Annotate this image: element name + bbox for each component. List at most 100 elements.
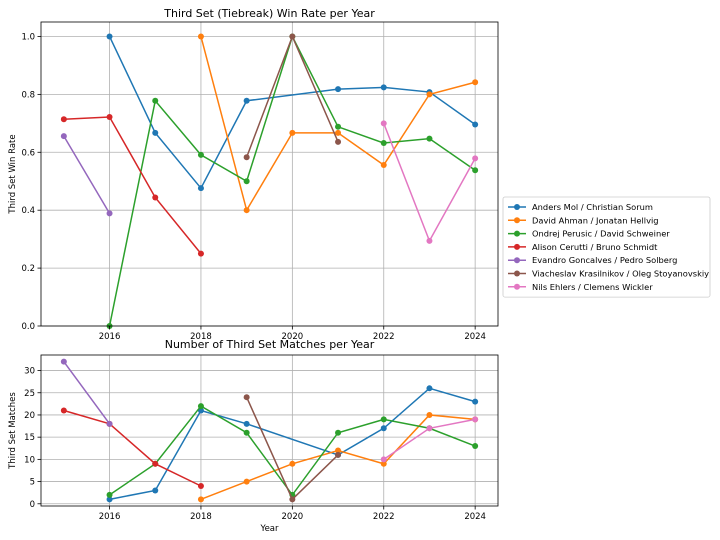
panel1-axes-frame <box>40 21 499 327</box>
panel2-x-tick-label: 2020 <box>282 512 304 522</box>
panel2-data-point <box>380 456 387 463</box>
panel1-data-point <box>380 162 387 169</box>
panel1-series-line <box>200 36 476 213</box>
panel2-y-tick-label: 20 <box>24 411 35 421</box>
panel1-data-point <box>335 123 342 130</box>
panel2-data-point <box>380 460 387 467</box>
panel1-data-point <box>472 121 479 128</box>
panel2-data-point <box>380 425 387 432</box>
panel2-axes-frame <box>40 354 499 507</box>
panel2-series-line <box>63 361 111 425</box>
legend-marker <box>514 230 520 237</box>
legend-item: Ondrej Perusic / David Schweiner <box>532 229 670 239</box>
panel2-series-line <box>109 387 476 501</box>
panel1-y-tick-label: 0.0 <box>21 322 35 332</box>
panel1-data-point <box>426 135 433 142</box>
panel1-data-point <box>243 178 250 185</box>
panel2-data-point <box>426 425 433 432</box>
panel1-data-point <box>289 129 296 136</box>
legend-marker <box>514 217 520 224</box>
panel1-data-point <box>197 250 204 257</box>
panel1-y-tick-label: 0.4 <box>21 206 35 216</box>
panel2-data-point <box>426 411 433 418</box>
panel1-data-point <box>152 194 159 201</box>
panel2-y-tick-label: 15 <box>24 433 35 443</box>
panel2-data-point <box>197 403 204 410</box>
panel2-data-point <box>197 496 204 503</box>
panel2-data-point <box>289 460 296 467</box>
panel1-data-point <box>60 116 67 123</box>
panel1-x-tick-label: 2018 <box>190 332 212 342</box>
panel1-data-point <box>380 84 387 91</box>
panel1-data-point <box>472 79 479 86</box>
panel1-x-tick-label: 2024 <box>464 332 486 342</box>
panel1-data-point <box>197 185 204 192</box>
panel2-x-tick-label: 2018 <box>190 512 212 522</box>
panel2-data-point <box>289 496 296 503</box>
panel2-data-point <box>60 358 67 365</box>
legend-item: Alison Cerutti / Bruno Schmidt <box>532 242 658 252</box>
panel1-data-point <box>380 120 387 127</box>
panel1-data-point <box>243 97 250 104</box>
legend-marker <box>514 257 520 264</box>
panel2-data-point <box>106 491 113 498</box>
legend-marker <box>514 283 520 290</box>
panel2-data-point <box>243 394 250 401</box>
panel1-y-tick-label: 1.0 <box>21 32 35 42</box>
panel1-data-point <box>335 129 342 136</box>
panel1-data-point <box>243 154 250 161</box>
panel1-data-point <box>106 33 113 40</box>
panel2-data-point <box>426 385 433 392</box>
panel1-x-tick-label: 2016 <box>99 332 121 342</box>
panel2-data-point <box>335 429 342 436</box>
panel1-y-tick-label: 0.2 <box>21 264 35 274</box>
panel1-series-line <box>108 36 476 190</box>
panel1-data-point <box>106 210 113 217</box>
legend-item: Viacheslav Krasilnikov / Oleg Stoyanovsk… <box>532 269 709 279</box>
panel1-data-point <box>335 86 342 93</box>
panel2-data-point <box>60 407 67 414</box>
panel2-data-point <box>106 496 113 503</box>
panel2-y-tick-label: 25 <box>24 389 35 399</box>
panel1-y-axis-label: Third Set Win Rate <box>8 134 18 214</box>
panel1-series-line <box>63 135 111 214</box>
panel1-data-point <box>152 97 159 104</box>
panel1-data-point <box>335 138 342 145</box>
legend-item: Evandro Goncalves / Pedro Solberg <box>532 255 677 265</box>
panel2-series-line <box>63 409 202 487</box>
legend-box <box>502 196 711 298</box>
panel2-y-tick-label: 10 <box>24 455 35 465</box>
panel2-data-point <box>243 420 250 427</box>
panel2-x-tick-label: 2016 <box>99 512 121 522</box>
panel2-x-tick-label: 2024 <box>464 512 486 522</box>
panel2-data-point <box>152 487 159 494</box>
panel1-data-point <box>197 33 204 40</box>
panel2-data-point <box>335 447 342 454</box>
legend-marker <box>514 243 520 250</box>
panel1-series-line <box>63 116 202 255</box>
legend-item: David Ahman / Jonatan Hellvig <box>532 215 659 225</box>
legend-item: Anders Mol / Christian Sorum <box>532 202 653 212</box>
panel2-data-point <box>243 429 250 436</box>
panel1-data-point <box>289 33 296 40</box>
panel2-y-tick-label: 5 <box>30 478 35 488</box>
panel1-data-point <box>60 133 67 140</box>
panel1-y-tick-label: 0.6 <box>21 148 35 158</box>
panel1-data-point <box>380 140 387 147</box>
panel2-y-tick-label: 0 <box>30 500 35 510</box>
legend-item: Nils Ehlers / Clemens Wickler <box>532 282 653 292</box>
panel2-data-point <box>106 420 113 427</box>
panel2-x-axis-label: Year <box>260 524 280 534</box>
panel1-data-point <box>106 113 113 120</box>
panel1-y-tick-label: 0.8 <box>21 90 35 100</box>
panel2-y-axis-label: Third Set Matches <box>8 392 18 470</box>
panel1-data-point <box>472 167 479 174</box>
panel1-data-point <box>152 129 159 136</box>
panel1-data-point <box>243 207 250 214</box>
panel1-data-point <box>472 155 479 162</box>
panel2-y-tick-label: 30 <box>24 367 35 377</box>
panel1-x-tick-label: 2020 <box>282 332 304 342</box>
panel1-chart-title: Third Set (Tiebreak) Win Rate per Year <box>163 7 375 20</box>
legend-marker <box>514 270 520 277</box>
